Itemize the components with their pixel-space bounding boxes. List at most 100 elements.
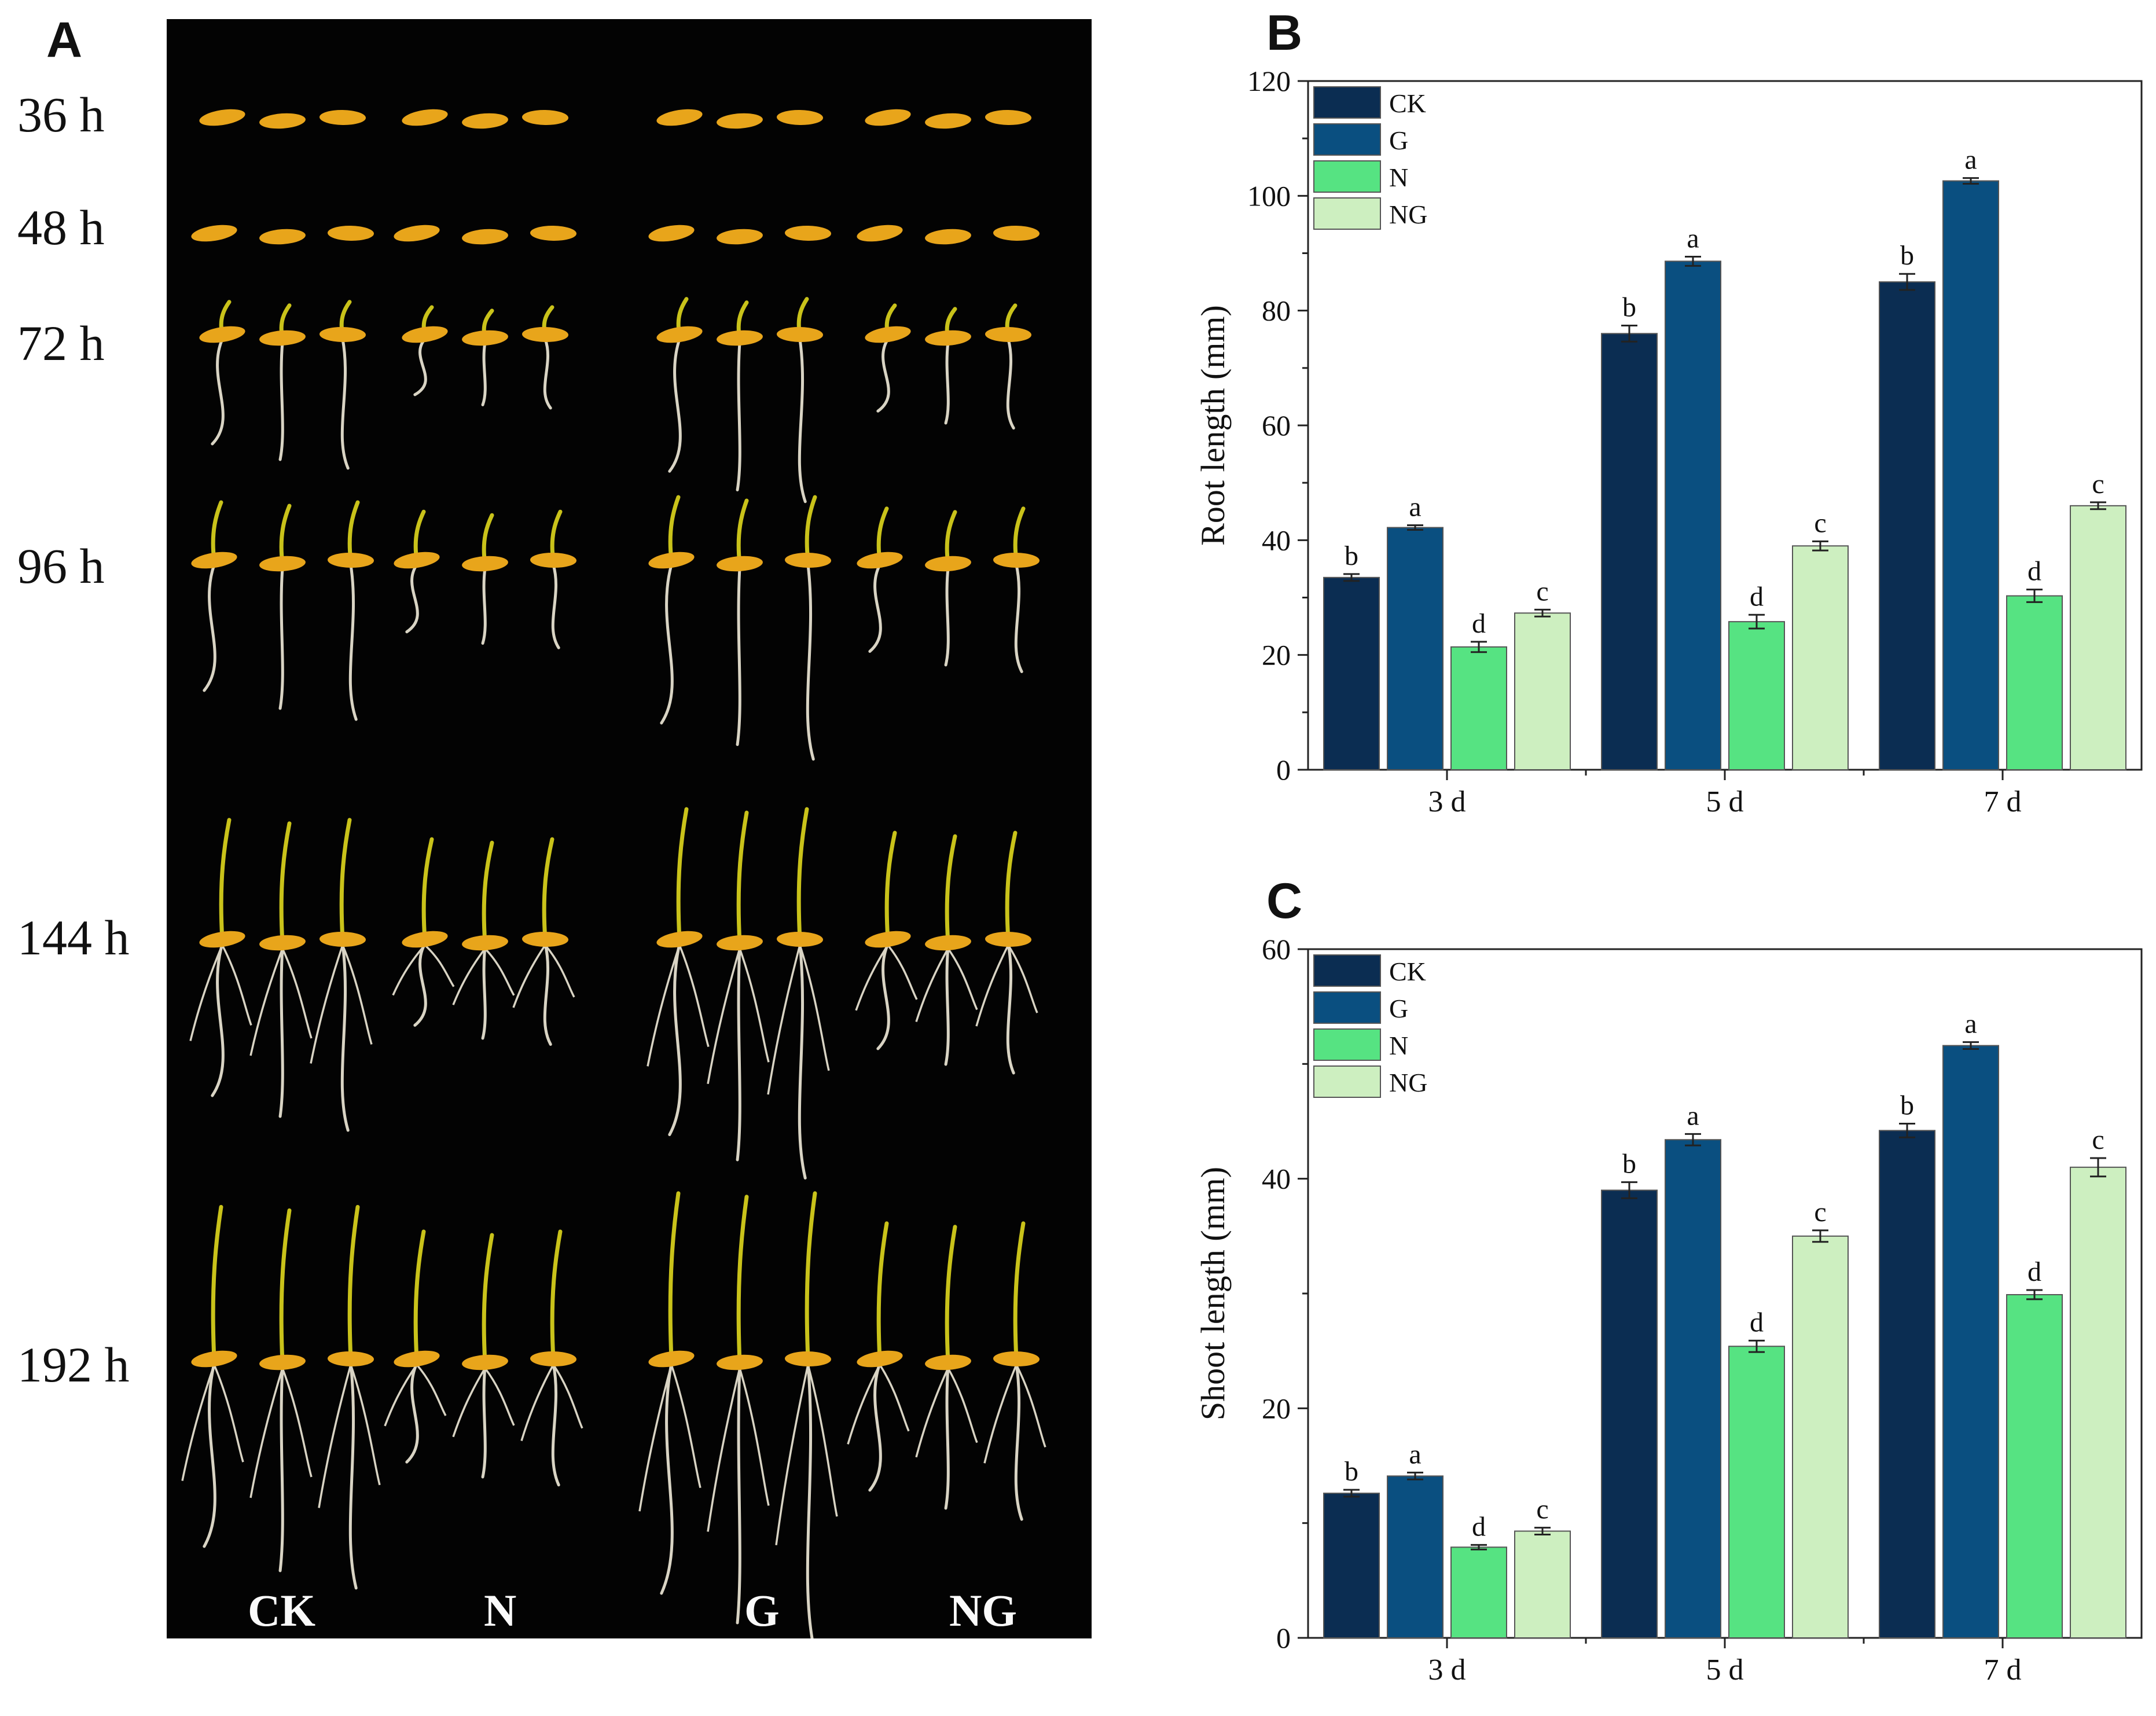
seed	[717, 229, 763, 245]
lateral-root	[310, 945, 344, 1064]
seedling	[319, 300, 366, 470]
root	[660, 1362, 674, 1595]
time-label-36h: 36 h	[17, 87, 105, 142]
shoot	[219, 818, 232, 942]
seedling	[520, 1229, 583, 1487]
lateral-root	[189, 945, 223, 1041]
seed	[717, 330, 763, 346]
significance-letter: d	[1750, 581, 1764, 612]
seed	[199, 109, 245, 126]
shoot	[347, 500, 360, 563]
lateral-root	[221, 945, 252, 1026]
seed	[259, 935, 306, 951]
bar-n	[2006, 595, 2063, 771]
seed	[259, 1354, 306, 1370]
y-tick-label: 0	[1276, 754, 1291, 786]
bar-n	[1728, 1346, 1785, 1638]
bar-ck	[1323, 576, 1380, 771]
panel-b-letter: B	[1266, 5, 1303, 61]
seed	[925, 113, 971, 129]
seed	[402, 109, 448, 126]
significance-letter: c	[1536, 576, 1548, 607]
lateral-root	[947, 1368, 978, 1443]
seedling	[259, 113, 306, 129]
shoot	[736, 498, 749, 566]
shoot	[668, 1191, 681, 1361]
legend-label-ck: CK	[1389, 957, 1426, 986]
seed	[259, 330, 306, 346]
legend-swatch-ng	[1313, 197, 1381, 230]
seed	[985, 326, 1031, 343]
shoot	[211, 500, 223, 563]
legend-label-ck: CK	[1389, 89, 1426, 118]
seedling-drawing	[181, 109, 1046, 1638]
x-tick-label: 3 d	[1428, 785, 1466, 818]
seedling	[993, 506, 1040, 673]
lateral-root	[341, 945, 373, 1045]
bar-ng	[1792, 545, 1849, 770]
root	[736, 341, 741, 491]
seedling	[522, 305, 568, 410]
root-length-chart: 0 20 40 60 80 100 120 Root length (mm) 3 d b a d c 5 …	[1152, 46, 2156, 848]
root	[806, 1362, 814, 1638]
shoot	[945, 1225, 957, 1365]
seedling	[648, 495, 695, 725]
lateral-root	[520, 1364, 554, 1442]
shoot	[945, 834, 957, 945]
root	[340, 337, 350, 470]
seed	[199, 326, 245, 343]
time-label-144h: 144 h	[17, 910, 130, 965]
shoot	[1013, 506, 1026, 563]
shoot	[736, 810, 749, 945]
seedling	[925, 510, 971, 667]
seedling	[512, 837, 575, 1046]
root	[1006, 942, 1015, 1075]
seedling-photo: CK N G NG	[167, 19, 1092, 1638]
seedling	[647, 807, 710, 1136]
seedling	[775, 1191, 838, 1638]
root	[551, 563, 560, 649]
root	[736, 567, 741, 746]
lateral-root	[213, 1364, 244, 1463]
x-tick-label: 5 d	[1706, 785, 1744, 818]
seed	[259, 229, 306, 245]
seedling	[925, 229, 971, 245]
seedling	[249, 821, 313, 1118]
seed	[191, 552, 237, 569]
significance-letter: b	[1345, 541, 1358, 571]
root	[278, 946, 284, 1118]
seed	[530, 552, 576, 568]
y-tick-label: 120	[1247, 65, 1291, 97]
root	[348, 1362, 358, 1590]
seed	[199, 931, 245, 948]
seedling	[328, 500, 374, 721]
significance-letter: a	[1409, 1439, 1421, 1469]
panel-c-letter: C	[1266, 873, 1303, 929]
bar-ng	[2070, 1166, 2126, 1639]
seed	[648, 1350, 695, 1368]
root	[413, 337, 427, 396]
lateral-root	[678, 945, 710, 1048]
shoot	[796, 807, 809, 942]
seedling	[452, 1233, 515, 1479]
seed	[985, 931, 1031, 947]
seedling	[530, 509, 576, 649]
significance-letter: a	[1964, 145, 1977, 175]
bar-ng	[1792, 1235, 1849, 1638]
significance-letter: a	[1687, 223, 1699, 253]
root	[668, 942, 682, 1136]
lateral-root	[807, 1364, 838, 1517]
seedling	[318, 1205, 381, 1590]
seed	[462, 556, 508, 572]
root	[278, 341, 284, 461]
significance-letter: c	[2092, 1125, 2104, 1155]
seedling	[717, 229, 763, 245]
lateral-root	[670, 1364, 701, 1489]
root	[543, 942, 552, 1046]
lateral-root	[512, 945, 546, 1008]
lateral-root	[392, 944, 426, 996]
bar-ck	[1601, 1189, 1658, 1638]
root	[551, 1362, 560, 1487]
lateral-root	[1015, 1364, 1046, 1448]
lateral-root	[887, 944, 918, 1000]
